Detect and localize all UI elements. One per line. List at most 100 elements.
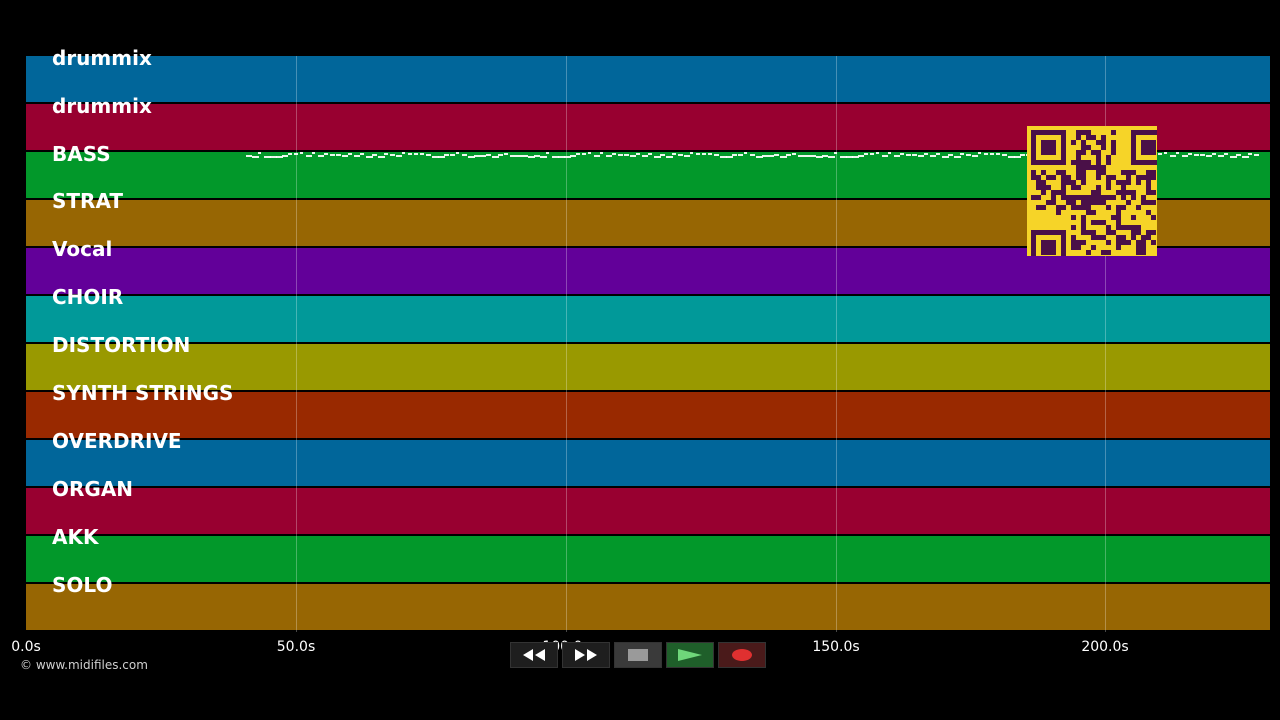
track-label: DISTORTION — [52, 333, 191, 357]
midi-note — [1230, 156, 1237, 158]
midi-note — [750, 154, 755, 156]
midi-note — [666, 156, 673, 158]
midi-note — [318, 155, 324, 157]
record-icon — [732, 649, 752, 661]
midi-note — [768, 155, 774, 157]
midi-note — [432, 156, 439, 158]
track-lane[interactable] — [26, 488, 1270, 536]
midi-note — [1182, 155, 1188, 157]
midi-note — [912, 154, 917, 156]
midi-note — [1176, 152, 1179, 154]
midi-note — [786, 154, 791, 156]
midi-note — [258, 152, 261, 154]
midi-note — [636, 153, 640, 155]
midi-note — [558, 156, 565, 158]
midi-note — [870, 153, 874, 155]
midi-note — [762, 155, 768, 157]
midi-note — [876, 152, 879, 154]
midi-note — [744, 152, 747, 154]
midi-note — [924, 153, 928, 155]
midi-note — [828, 156, 835, 158]
time-tick-label: 0.0s — [11, 639, 41, 655]
midi-note — [1218, 155, 1224, 157]
track-label: drummix — [52, 94, 152, 118]
midi-note — [486, 154, 491, 156]
midi-note — [366, 156, 373, 158]
midi-note — [882, 155, 888, 157]
midi-note — [978, 152, 981, 154]
track-lane[interactable] — [26, 584, 1270, 632]
midi-note — [1008, 156, 1015, 158]
midi-note — [954, 156, 961, 158]
midi-note — [906, 154, 911, 156]
midi-note — [774, 154, 779, 156]
midi-note — [690, 152, 693, 154]
fast-forward-button[interactable] — [562, 642, 610, 668]
time-tick-label: 150.0s — [812, 639, 860, 655]
midi-note — [630, 155, 636, 157]
rewind-button[interactable] — [510, 642, 558, 668]
midi-note — [792, 153, 796, 155]
midi-note — [858, 155, 864, 157]
piano-roll[interactable] — [26, 56, 1270, 632]
midi-note — [570, 155, 576, 157]
midi-note — [468, 156, 475, 158]
qr-code-icon — [1027, 126, 1166, 265]
midi-note — [1242, 156, 1249, 158]
midi-note — [840, 156, 847, 158]
midi-note — [606, 155, 612, 157]
midi-note — [984, 153, 988, 155]
midi-note — [900, 153, 904, 155]
midi-note — [516, 155, 522, 157]
midi-note — [462, 154, 467, 156]
midi-note — [1194, 154, 1199, 156]
midi-note — [672, 153, 676, 155]
midi-note — [966, 154, 971, 156]
midi-note — [474, 155, 480, 157]
midi-note — [438, 156, 445, 158]
grid-line — [296, 56, 297, 632]
midi-note — [852, 156, 859, 158]
midi-note — [1188, 153, 1192, 155]
midi-note — [384, 153, 388, 155]
track-lane[interactable] — [26, 296, 1270, 344]
track-lane[interactable] — [26, 440, 1270, 488]
record-button[interactable] — [718, 642, 766, 668]
midi-note — [510, 155, 516, 157]
midi-note — [780, 156, 787, 158]
midi-note — [480, 155, 486, 157]
midi-note — [270, 156, 277, 158]
midi-note — [348, 153, 352, 155]
midi-note — [864, 153, 868, 155]
midi-note — [804, 155, 810, 157]
midi-note — [684, 155, 690, 157]
stop-button[interactable] — [614, 642, 662, 668]
rewind-icon — [523, 649, 545, 661]
track-lane[interactable] — [26, 344, 1270, 392]
time-tick-label: 200.0s — [1081, 639, 1129, 655]
midi-note — [624, 154, 629, 156]
grid-line — [836, 56, 837, 632]
midi-note — [390, 154, 395, 156]
midi-note — [942, 156, 949, 158]
midi-note — [426, 154, 431, 156]
copyright-text: © www.midifiles.com — [20, 658, 148, 672]
midi-note — [564, 156, 571, 158]
midi-note — [1254, 154, 1259, 156]
midi-note — [738, 154, 743, 156]
midi-note — [702, 153, 706, 155]
midi-note — [456, 152, 459, 154]
track-label: AKK — [52, 525, 99, 549]
midi-note — [1200, 154, 1205, 156]
play-button[interactable] — [666, 642, 714, 668]
track-lane[interactable] — [26, 248, 1270, 296]
track-lane[interactable] — [26, 392, 1270, 440]
track-lane[interactable] — [26, 56, 1270, 104]
midi-note — [660, 154, 665, 156]
midi-note — [930, 155, 936, 157]
track-lane[interactable] — [26, 536, 1270, 584]
track-label: Vocal — [52, 237, 113, 261]
midi-note — [300, 152, 303, 154]
midi-note — [990, 153, 994, 155]
midi-note — [396, 155, 402, 157]
